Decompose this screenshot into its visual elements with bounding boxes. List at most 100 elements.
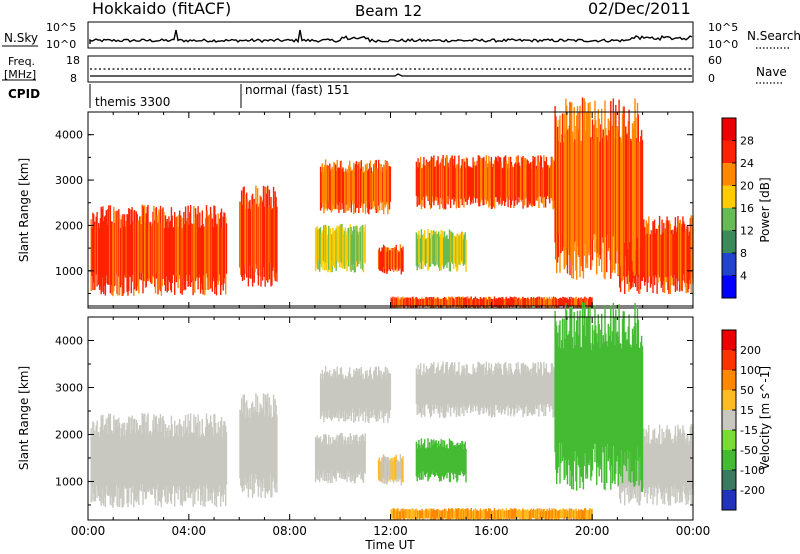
velocity-echo-cell (527, 367, 529, 416)
power-echo-cell (492, 299, 494, 308)
velocity-echo-cell (323, 374, 325, 423)
velocity-echo-cell (455, 446, 457, 478)
velocity-echo-cell (558, 325, 560, 443)
power-echo-cell (437, 297, 439, 306)
velocity-echo-cell (351, 376, 353, 409)
power-echo-cell (331, 166, 333, 211)
velocity-echo-cell (497, 510, 499, 520)
velocity-echo-cell (150, 435, 152, 495)
velocity-echo-cell (526, 366, 528, 417)
power-echo-cell (416, 238, 418, 271)
power-echo-cell (527, 297, 529, 307)
velocity-echo-cell (360, 366, 362, 412)
station-title: Hokkaido (fitACF) (92, 0, 231, 18)
power-echo-cell (646, 233, 648, 292)
power-echo-cell (604, 100, 606, 280)
velocity-echo-cell (514, 508, 517, 519)
velocity-echo-cell (528, 511, 531, 520)
power-echo-cell (524, 297, 527, 308)
velocity-echo-cell (563, 508, 565, 520)
power-echo-cell (643, 219, 645, 278)
power-echo-cell (528, 163, 530, 202)
power-echo-cell (240, 190, 243, 277)
power-echo-cell (603, 135, 605, 278)
power-echo-cell (459, 167, 461, 208)
power-echo-cell (468, 298, 471, 308)
power-echo-cell (484, 160, 487, 200)
velocity-echo-cell (475, 510, 477, 519)
power-echo-cell (382, 248, 384, 273)
power-echo-cell (577, 298, 579, 308)
power-echo-cell (443, 231, 446, 267)
velocity-echo-cell (489, 367, 491, 415)
velocity-echo-cell (174, 433, 177, 491)
power-echo-cell (364, 224, 366, 264)
velocity-echo-cell (93, 430, 96, 502)
power-echo-cell (221, 228, 223, 284)
velocity-echo-cell (530, 375, 533, 415)
velocity-echo-cell (388, 373, 391, 418)
power-echo-cell (571, 299, 573, 307)
power-echo-cell (335, 171, 338, 204)
velocity-echo-cell (274, 399, 276, 493)
velocity-echo-cell (386, 461, 388, 485)
power-echo-cell (465, 157, 468, 199)
power-echo-cell (587, 103, 589, 254)
power-echo-cell (461, 231, 463, 261)
velocity-echo-cell (413, 510, 416, 519)
velocity-echo-cell (542, 510, 544, 519)
nsky-label: N.Sky (4, 31, 38, 45)
power-echo-cell (566, 105, 568, 265)
power-echo-cell (264, 186, 266, 287)
velocity-echo-cell (607, 323, 609, 462)
velocity-echo-cell (447, 369, 449, 413)
velocity-echo-cell (329, 378, 332, 419)
power-echo-cell (666, 216, 668, 277)
velocity-echo-cell (377, 376, 379, 422)
velocity-echo-cell (423, 510, 425, 520)
velocity-echo-cell (635, 323, 637, 460)
velocity-echo-cell (364, 371, 367, 423)
power-echo-cell (176, 216, 178, 277)
velocity-echo-cell (454, 508, 457, 518)
velocity-echo-cell (482, 364, 484, 414)
velocity-echo-cell (680, 435, 682, 502)
velocity-echo-cell (462, 369, 464, 406)
nsky-tick-bottom: 10^0 (46, 38, 76, 51)
velocity-echo-cell (258, 412, 260, 480)
power-echo-cell (491, 299, 493, 308)
power-echo-cell (407, 297, 409, 308)
power-echo-cell (486, 167, 488, 200)
power-echo-cell (435, 230, 437, 263)
power-echo-cell (188, 224, 190, 286)
velocity-echo-cell (457, 508, 459, 519)
velocity-echo-cell (610, 305, 612, 490)
colorbar-swatch (722, 253, 736, 276)
power-echo-cell (132, 221, 134, 275)
velocity-echo-cell (400, 457, 402, 486)
velocity-echo-cell (573, 509, 576, 518)
power-echo-cell (388, 247, 390, 268)
power-echo-cell (179, 215, 182, 294)
velocity-echo-cell (394, 509, 397, 520)
power-echo-cell (658, 215, 661, 278)
power-echo-cell (320, 234, 323, 268)
velocity-echo-cell (259, 403, 261, 488)
power-echo-cell (671, 234, 673, 286)
power-echo-cell (323, 225, 325, 261)
power-echo-cell (428, 238, 430, 269)
velocity-echo-cell (614, 345, 616, 484)
power-echo-cell (140, 224, 142, 281)
power-echo-cell (128, 209, 131, 277)
colorbar-tick-label: -100 (740, 464, 765, 477)
power-echo-cell (391, 251, 393, 269)
velocity-echo-cell (668, 430, 670, 506)
velocity-echo-cell (339, 375, 341, 411)
velocity-echo-cell (514, 369, 517, 409)
velocity-echo-cell (476, 367, 478, 407)
velocity-echo-cell (256, 395, 259, 486)
power-echo-cell (513, 298, 515, 307)
velocity-echo-cell (341, 376, 343, 412)
power-echo-cell (348, 165, 350, 211)
